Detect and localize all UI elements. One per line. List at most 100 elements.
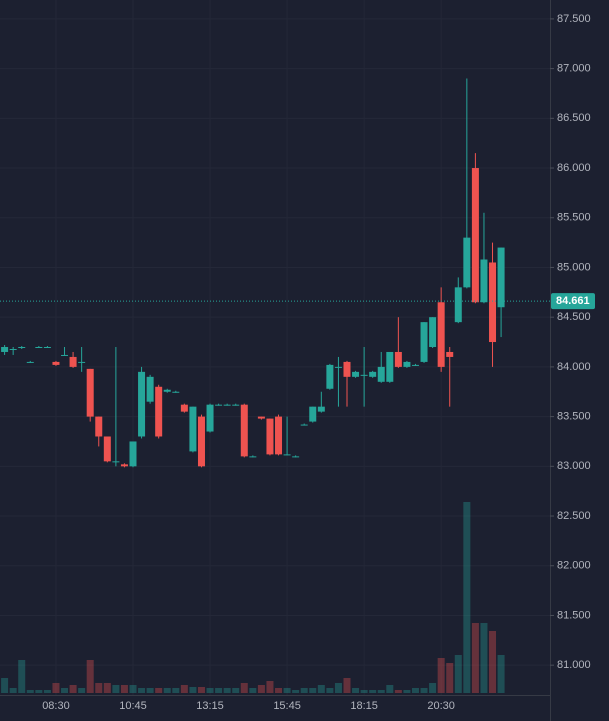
candle-body (489, 262, 497, 343)
candle-body (146, 376, 154, 402)
volume-bar (437, 658, 445, 693)
candle-body (386, 351, 394, 382)
volume-bar (163, 688, 171, 693)
candle-body (266, 418, 274, 455)
volume-bar (86, 660, 94, 693)
volume-bar (471, 623, 479, 693)
volume-bar (403, 690, 411, 693)
x-tick-label: 20:30 (427, 700, 455, 712)
candle-body (1, 347, 9, 352)
candle-body (103, 436, 111, 462)
volume-bar (78, 688, 86, 693)
candle-body (223, 404, 231, 406)
candle-body (429, 317, 437, 348)
volume-bar (352, 688, 360, 693)
volume-bar (138, 688, 146, 693)
volume-bar (146, 688, 154, 693)
volume-bar (232, 688, 240, 693)
volume-bar (52, 683, 60, 693)
candle-body (343, 361, 351, 377)
y-tick-label: 83.500 (557, 411, 591, 423)
x-tick-label: 15:45 (273, 700, 301, 712)
volume-bar (343, 678, 351, 693)
x-tick-label: 18:15 (350, 700, 378, 712)
candle-body (69, 356, 77, 367)
candle-body (9, 348, 17, 350)
y-tick-label: 86.000 (557, 162, 591, 174)
candle-body (394, 351, 402, 367)
candle-body (86, 368, 94, 417)
candle-body (471, 168, 479, 303)
candle-body (189, 406, 197, 452)
volume-bar (309, 688, 317, 693)
y-tick-label: 83.000 (557, 460, 591, 472)
volume-bar (420, 688, 428, 693)
candle-body (309, 406, 317, 422)
volume-bar (1, 678, 9, 693)
volume-bar (292, 690, 300, 693)
volume-bar (172, 688, 180, 693)
y-tick-label: 81.500 (557, 609, 591, 621)
candle-body (377, 366, 385, 382)
candle-body (180, 404, 188, 412)
volume-bar (206, 688, 214, 693)
volume-bar (257, 685, 265, 693)
candle-body (95, 416, 103, 437)
candle-body (334, 366, 342, 368)
volume-bar (112, 685, 120, 693)
candle-body (420, 322, 428, 362)
y-tick-label: 82.000 (557, 560, 591, 572)
y-tick-label: 82.500 (557, 510, 591, 522)
volume-bar (103, 683, 111, 693)
volume-bar (446, 663, 454, 693)
candle-body (129, 441, 137, 467)
candle-body (138, 371, 146, 437)
candle-body (215, 404, 223, 406)
volume-bar (35, 690, 43, 693)
candle-body (257, 416, 265, 419)
candle-body (240, 404, 248, 457)
volume-bar (480, 623, 488, 693)
candle-body (232, 404, 240, 406)
volume-bar (197, 687, 205, 693)
y-tick-label: 84.000 (557, 361, 591, 373)
candle-body (497, 247, 505, 308)
volume-bar (300, 688, 308, 693)
volume-bar (429, 683, 437, 693)
volume-bar (18, 660, 26, 693)
candle-body (112, 461, 120, 463)
candle-body (403, 361, 411, 367)
candle-body (18, 347, 26, 349)
volume-bar (69, 685, 77, 693)
volume-bar (497, 655, 505, 693)
volume-bar (43, 690, 51, 693)
y-tick-label: 81.000 (557, 659, 591, 671)
volume-bar (377, 690, 385, 693)
volume-bar (411, 688, 419, 693)
volume-bar (360, 690, 368, 693)
candle-body (463, 237, 471, 288)
candle-body (172, 391, 180, 393)
candle-body (360, 374, 368, 376)
candle-body (300, 424, 308, 426)
last-price-badge (551, 293, 595, 310)
candle-body (292, 456, 300, 458)
volume-bar (249, 688, 257, 693)
volume-bar (317, 685, 325, 693)
candle-body (411, 364, 419, 366)
y-tick-label: 86.500 (557, 112, 591, 124)
candle-body (155, 386, 163, 437)
candle-body (35, 347, 43, 349)
candle-body (352, 371, 360, 377)
volume-bar (369, 690, 377, 693)
volume-bar (61, 688, 69, 693)
candle-body (454, 287, 462, 323)
candle-body (283, 454, 291, 456)
volume-bar (215, 688, 223, 693)
volume-bar (283, 688, 291, 693)
volume-bar (326, 688, 334, 693)
volume-bar (334, 683, 342, 693)
y-tick-label: 87.000 (557, 63, 591, 75)
volume-bar (189, 687, 197, 693)
